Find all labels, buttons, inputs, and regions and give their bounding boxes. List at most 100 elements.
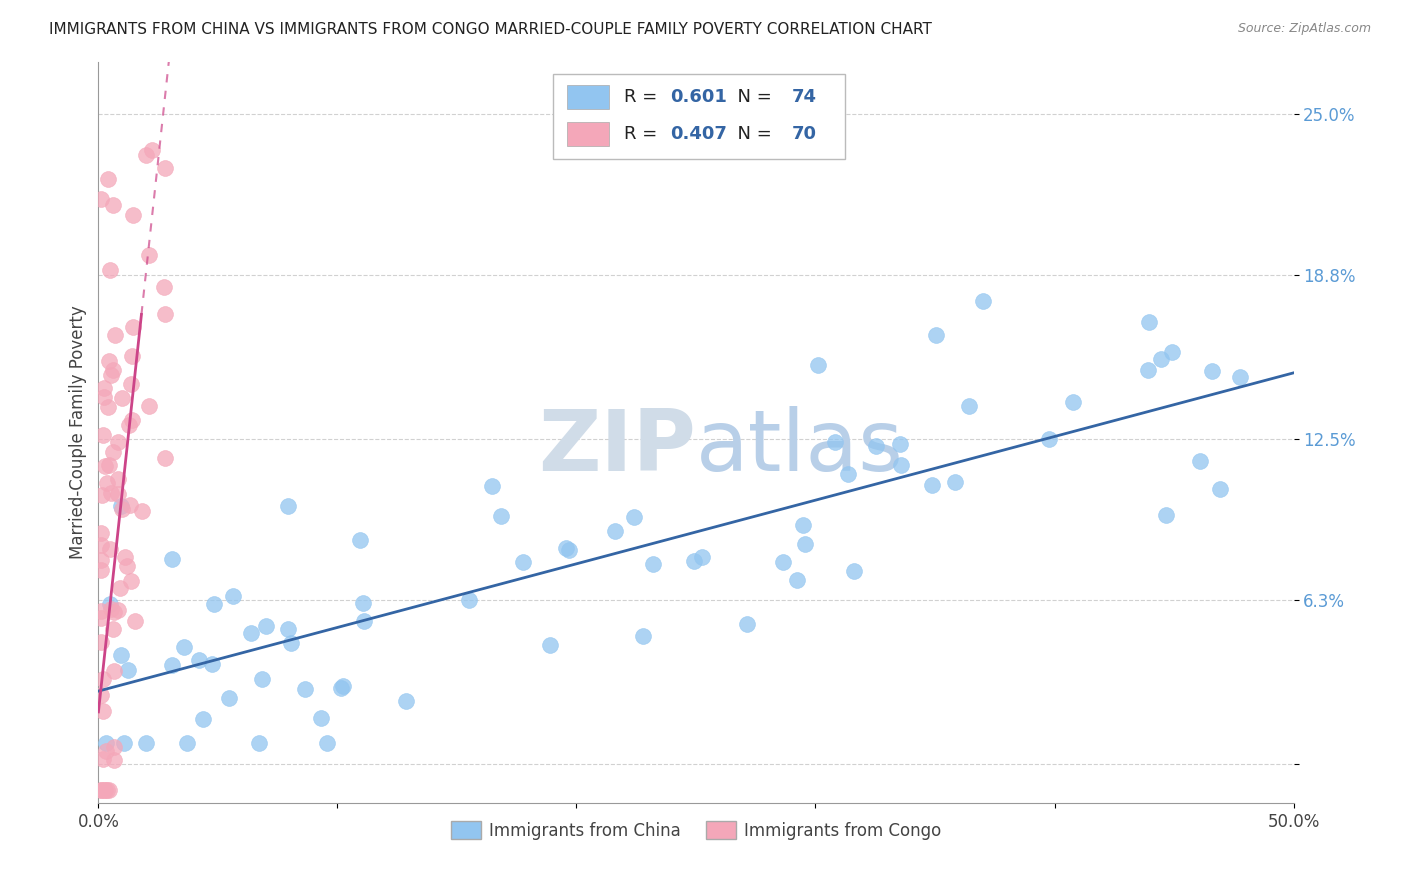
Point <box>91 672 114 686</box>
Point <box>120 574 142 588</box>
FancyBboxPatch shape <box>567 86 609 109</box>
Point <box>94 744 117 758</box>
Point <box>100 486 122 500</box>
Point <box>96 782 118 797</box>
Point <box>112 736 135 750</box>
Point <box>458 592 481 607</box>
Point <box>837 467 859 482</box>
Text: R =: R = <box>624 88 664 106</box>
Point <box>103 445 125 459</box>
Point <box>103 753 125 767</box>
Point <box>122 208 145 222</box>
Point <box>91 704 114 718</box>
Point <box>349 533 371 547</box>
Point <box>294 681 316 696</box>
Point <box>138 400 160 414</box>
Point <box>98 263 122 277</box>
Point <box>254 619 277 633</box>
Point <box>1161 344 1184 359</box>
Point <box>93 782 115 797</box>
Point <box>945 475 967 489</box>
Point <box>91 752 114 766</box>
Point <box>93 390 115 404</box>
Point <box>633 629 655 643</box>
Point <box>97 458 120 473</box>
Text: R =: R = <box>624 125 664 144</box>
Point <box>280 636 302 650</box>
Point <box>104 328 127 343</box>
Point <box>101 198 124 212</box>
Point <box>98 597 121 611</box>
Point <box>641 557 664 571</box>
Point <box>772 555 794 569</box>
Point <box>247 736 270 750</box>
Point <box>111 501 134 516</box>
Point <box>101 363 124 377</box>
Point <box>94 782 117 797</box>
Point <box>138 248 160 262</box>
Point <box>329 681 352 695</box>
Point <box>135 148 157 162</box>
Point <box>90 782 112 797</box>
Point <box>735 616 758 631</box>
Point <box>865 439 887 453</box>
Point <box>155 307 177 321</box>
Point <box>481 479 503 493</box>
Point <box>96 475 118 490</box>
Point <box>250 672 273 686</box>
Point <box>623 509 645 524</box>
Point <box>93 381 115 395</box>
Point <box>108 581 131 595</box>
Point <box>557 542 579 557</box>
Point <box>160 657 183 672</box>
Point <box>316 736 339 750</box>
Text: 70: 70 <box>792 125 817 144</box>
Point <box>1038 432 1060 446</box>
Point <box>603 524 626 539</box>
Point <box>101 622 124 636</box>
Point <box>1189 453 1212 467</box>
FancyBboxPatch shape <box>553 73 845 159</box>
Point <box>1229 369 1251 384</box>
Text: Source: ZipAtlas.com: Source: ZipAtlas.com <box>1237 22 1371 36</box>
Point <box>1137 315 1160 329</box>
Point <box>824 435 846 450</box>
Point <box>187 653 209 667</box>
Point <box>786 573 808 587</box>
Point <box>332 679 354 693</box>
Point <box>309 711 332 725</box>
Point <box>121 412 143 426</box>
Point <box>141 143 163 157</box>
Point <box>90 611 112 625</box>
Point <box>111 391 134 405</box>
Text: ZIP: ZIP <box>538 406 696 489</box>
Point <box>921 478 943 492</box>
Point <box>118 498 141 512</box>
Point <box>512 555 534 569</box>
Point <box>131 503 153 517</box>
Point <box>1201 364 1223 378</box>
Text: N =: N = <box>725 125 778 144</box>
Point <box>201 657 224 671</box>
Point <box>90 488 112 502</box>
Point <box>155 161 177 176</box>
Point <box>1156 508 1178 523</box>
Point <box>957 400 980 414</box>
Legend: Immigrants from China, Immigrants from Congo: Immigrants from China, Immigrants from C… <box>444 814 948 847</box>
Point <box>160 552 183 566</box>
Point <box>176 736 198 750</box>
Text: IMMIGRANTS FROM CHINA VS IMMIGRANTS FROM CONGO MARRIED-COUPLE FAMILY POVERTY COR: IMMIGRANTS FROM CHINA VS IMMIGRANTS FROM… <box>49 22 932 37</box>
Point <box>100 601 122 615</box>
Point <box>115 558 138 573</box>
Point <box>90 192 112 206</box>
Point <box>1208 482 1230 496</box>
FancyBboxPatch shape <box>567 122 609 146</box>
Point <box>90 538 112 552</box>
Point <box>90 525 112 540</box>
Point <box>889 437 911 451</box>
Point <box>118 417 141 432</box>
Point <box>107 603 129 617</box>
Point <box>114 549 136 564</box>
Point <box>94 736 117 750</box>
Point <box>204 597 226 611</box>
